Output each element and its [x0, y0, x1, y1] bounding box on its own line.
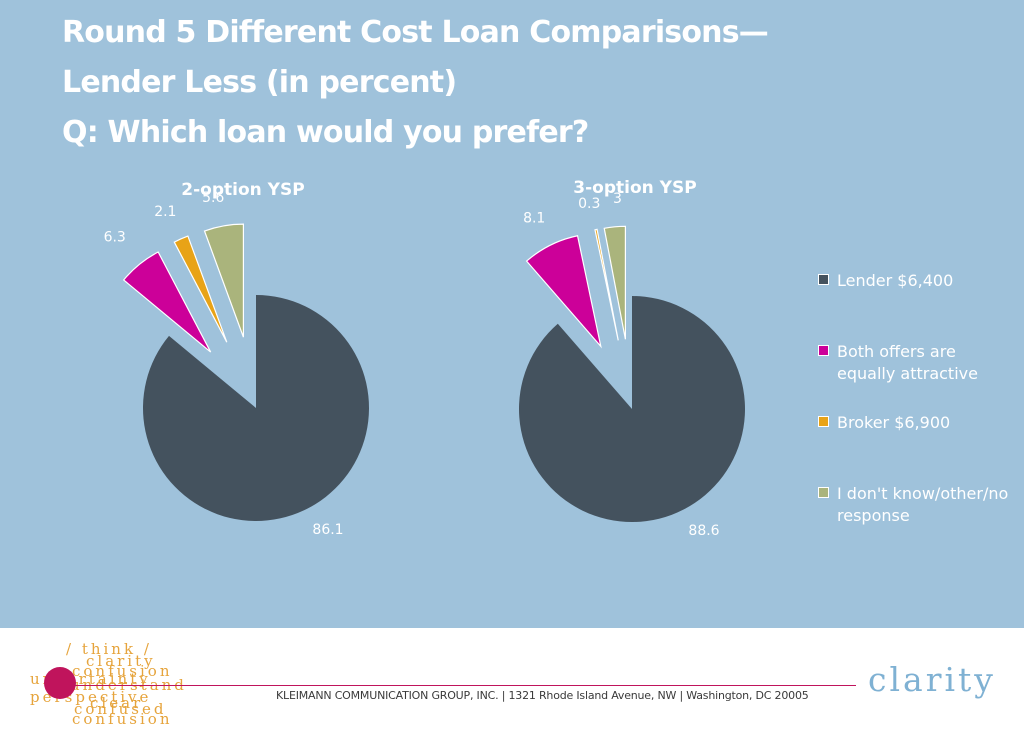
chart-title-3-option: 3-option YSP [573, 178, 696, 198]
pie-slice-both-offers [525, 235, 602, 349]
logo-dot [44, 667, 76, 699]
legend-label: Broker $6,900 [837, 413, 951, 432]
title-line-3: Q: Which loan would you prefer? [62, 115, 589, 150]
footer-divider [58, 685, 856, 686]
legend-swatch [818, 487, 829, 498]
title-line-1: Round 5 Different Cost Loan Comparisons— [62, 15, 769, 50]
data-label-lender: 86.1 [312, 522, 343, 538]
pie-slice-dont-know [603, 225, 627, 340]
logo-word: / think / [66, 640, 152, 658]
logo-word: clear [90, 694, 144, 712]
pie-chart-2-option: 2-option YSP 86.1 6.3 2.1 5.6 [104, 180, 369, 538]
pie-chart-3-option: 3-option YSP 88.6 8.1 0.3 3 [518, 178, 745, 539]
pie-slice-lender [142, 295, 369, 521]
pie-slice-broker [173, 235, 228, 343]
legend-label: I don't know/other/no response [837, 484, 1009, 525]
data-label-broker: 0.3 [578, 196, 600, 212]
brand-logo-text: clarity [868, 660, 996, 699]
data-label-both-offers: 8.1 [523, 211, 545, 227]
data-label-lender: 88.6 [688, 523, 719, 539]
pie-slice-both-offers [122, 251, 212, 353]
legend-label: Lender $6,400 [837, 271, 954, 290]
slide-title: Round 5 Different Cost Loan Comparisons—… [62, 8, 769, 158]
pie-slice-lender [518, 296, 745, 522]
logo-word: clarity [86, 652, 156, 670]
title-line-2: Lender Less (in percent) [62, 65, 457, 100]
data-label-dont-know: 3 [613, 191, 622, 207]
logo-word: confused [74, 700, 167, 718]
pie-slice-dont-know [203, 223, 245, 338]
data-label-dont-know: 5.6 [202, 190, 224, 206]
logo-word: confusion [72, 710, 173, 728]
legend-swatch [818, 416, 829, 427]
data-label-both-offers: 6.3 [104, 229, 126, 245]
logo-word: confusion [72, 662, 173, 680]
legend-swatch [818, 345, 829, 356]
pie-charts: 2-option YSP 86.1 6.3 2.1 5.6 3-option YSP … [104, 178, 745, 539]
legend-swatch [818, 274, 829, 285]
chart-title-2-option: 2-option YSP [181, 180, 304, 200]
legend-label: Both offers are equally attractive [837, 342, 978, 383]
pie-slice-broker [594, 228, 619, 341]
footer-address: KLEIMANN COMMUNICATION GROUP, INC. | 132… [276, 689, 809, 702]
data-label-broker: 2.1 [154, 204, 176, 220]
